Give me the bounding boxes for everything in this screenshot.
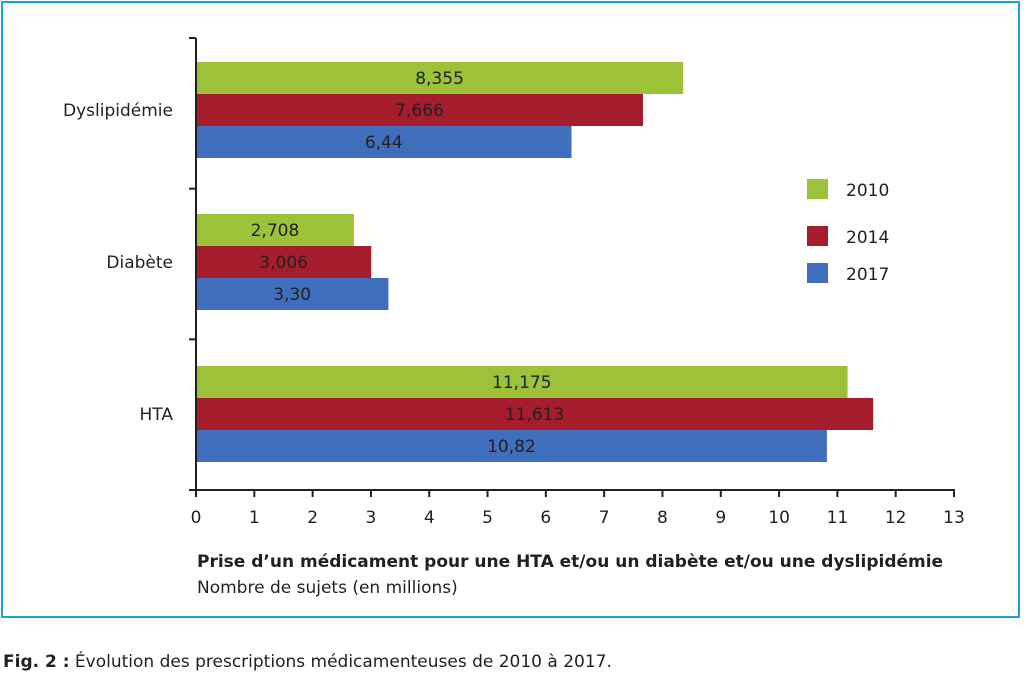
- data-label-diabète-2010: 2,708: [251, 221, 300, 241]
- bar-diabète-2010: [196, 214, 354, 246]
- bar-diabète-2014: [196, 246, 372, 278]
- legend-label-2014: 2014: [846, 228, 889, 248]
- x-tick-label: 8: [657, 508, 668, 528]
- x-axis-title: Prise d’un médicament pour une HTA et/ou…: [197, 552, 943, 572]
- bar-chart: 8,355 7,666 6,44 Dyslipidémie 2,708 3,006 3,30…: [63, 37, 965, 598]
- legend-swatch-2010: [807, 179, 828, 199]
- caption-text: Évolution des prescriptions médicamenteu…: [69, 652, 612, 672]
- legend-swatch-2014: [807, 226, 828, 246]
- axes-group: 0 1 2 3 4 5 6 7 8 9 10 11 12 13: [189, 37, 965, 528]
- x-tick-label: 12: [885, 508, 907, 528]
- figure-caption: Fig. 2 : Évolution des prescriptions méd…: [3, 652, 612, 672]
- x-tick-label: 3: [366, 508, 377, 528]
- bar-dyslipidémie-2017: [196, 126, 572, 158]
- category-label: Diabète: [106, 253, 173, 273]
- x-tick-label: 9: [715, 508, 726, 528]
- legend-label-2010: 2010: [846, 181, 889, 201]
- x-tick-label: 0: [191, 508, 202, 528]
- bar-diabète-2017: [196, 278, 389, 310]
- x-tick-label: 7: [599, 508, 610, 528]
- legend-label-2017: 2017: [846, 265, 889, 285]
- x-tick-label: 1: [249, 508, 260, 528]
- category-label: Dyslipidémie: [63, 101, 173, 121]
- data-label-diabète-2017: 3,30: [273, 285, 311, 305]
- data-label-hta-2010: 11,175: [492, 373, 551, 393]
- x-tick-label: 13: [943, 508, 965, 528]
- bar-hta-2010: [196, 366, 848, 398]
- x-tick-label: 11: [827, 508, 849, 528]
- x-tick-label: 6: [540, 508, 551, 528]
- bar-dyslipidémie-2014: [196, 94, 643, 126]
- x-tick-label: 2: [307, 508, 318, 528]
- bar-hta-2017: [196, 430, 827, 462]
- category-label: HTA: [140, 405, 174, 425]
- x-tick-label: 4: [424, 508, 435, 528]
- x-tick-label: 10: [768, 508, 790, 528]
- x-axis-subtitle: Nombre de sujets (en millions): [197, 578, 458, 598]
- x-tick-label: 5: [482, 508, 493, 528]
- data-label-dyslipidémie-2010: 8,355: [415, 69, 464, 89]
- legend: 2010 2014 2017: [807, 179, 889, 285]
- data-label-hta-2014: 11,613: [505, 405, 564, 425]
- bar-hta-2014: [196, 398, 874, 430]
- legend-swatch-2017: [807, 263, 828, 283]
- data-label-hta-2017: 10,82: [487, 437, 536, 457]
- caption-prefix: Fig. 2 :: [3, 652, 70, 672]
- bars-group: 8,355 7,666 6,44 Dyslipidémie 2,708 3,006 3,30…: [63, 62, 874, 462]
- data-label-dyslipidémie-2014: 7,666: [395, 101, 444, 121]
- bar-dyslipidémie-2010: [196, 62, 684, 94]
- data-label-diabète-2014: 3,006: [259, 253, 308, 273]
- data-label-dyslipidémie-2017: 6,44: [365, 133, 403, 153]
